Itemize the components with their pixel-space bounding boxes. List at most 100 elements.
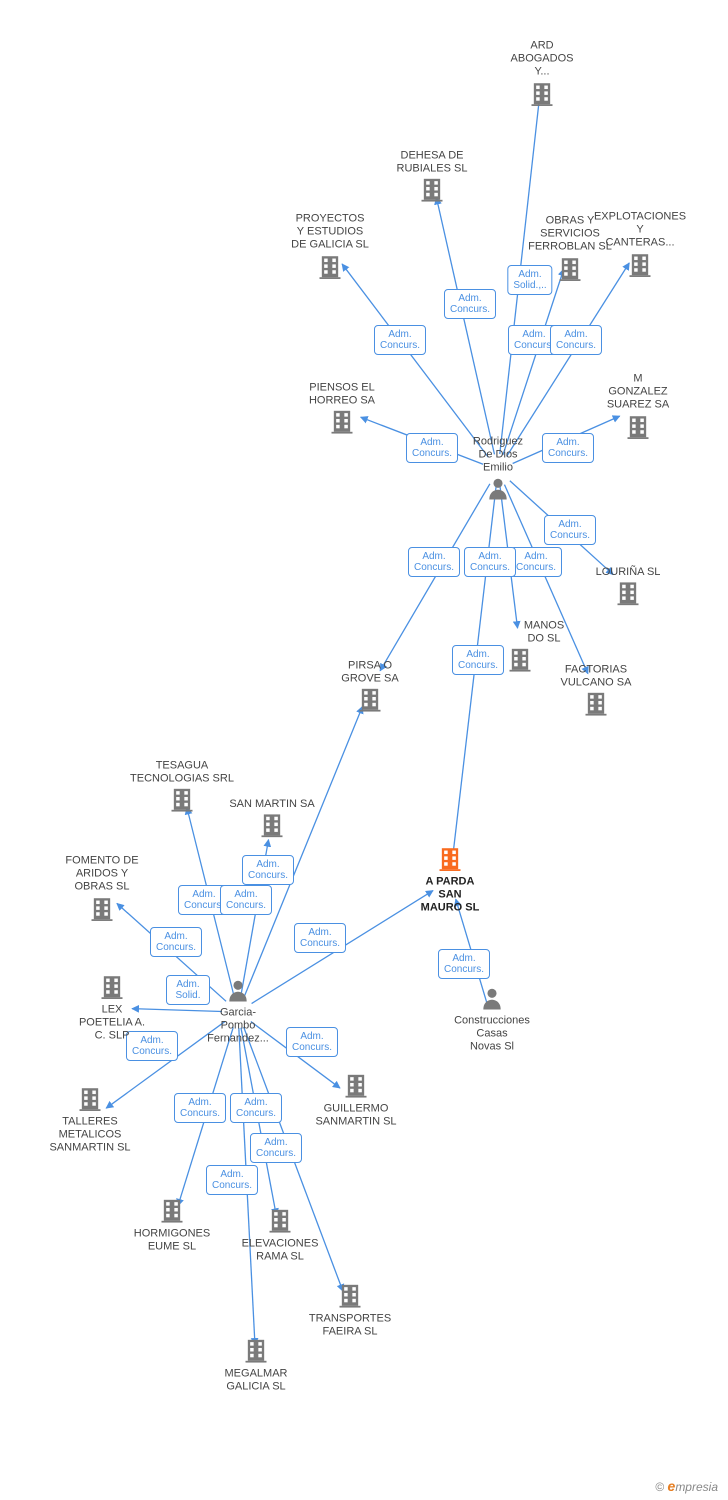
building-icon — [88, 894, 116, 925]
person-icon — [479, 986, 505, 1012]
building-icon — [336, 1281, 364, 1309]
building-icon — [328, 408, 356, 439]
building-icon — [418, 176, 446, 207]
building-icon — [266, 1206, 294, 1237]
node-aparda[interactable]: A PARDA SAN MAURO SL — [395, 845, 505, 916]
node-label: PIRSA O GROVE SA — [315, 659, 425, 685]
edge-label: Adm. Concurs. — [464, 547, 516, 577]
building-icon — [436, 845, 464, 876]
edge-line — [244, 707, 362, 998]
building-icon — [356, 686, 384, 717]
node-label: PROYECTOS Y ESTUDIOS DE GALICIA SL — [275, 213, 385, 253]
node-piensos[interactable]: PIENSOS EL HORREO SA — [287, 381, 397, 438]
node-label: EXPLOTACIONES Y CANTERAS... — [585, 211, 695, 251]
building-icon — [582, 690, 610, 718]
building-icon — [342, 1071, 370, 1102]
building-icon — [556, 254, 584, 285]
building-icon — [258, 811, 286, 839]
node-label: MANOS DO SL — [489, 619, 599, 645]
node-label: FOMENTO DE ARIDOS Y OBRAS SL — [47, 855, 157, 895]
node-garcia[interactable]: Garcia- Pombo Fernandez... — [183, 978, 293, 1047]
node-fomento[interactable]: FOMENTO DE ARIDOS Y OBRAS SL — [47, 855, 157, 926]
building-icon — [436, 845, 464, 873]
building-icon — [328, 408, 356, 436]
edge-label: Adm. Concurs. — [408, 547, 460, 577]
edge-label: Adm. Concurs. — [444, 289, 496, 319]
person-icon — [479, 986, 505, 1015]
edge-label: Adm. Concurs. — [438, 949, 490, 979]
node-dehesa[interactable]: DEHESA DE RUBIALES SL — [377, 149, 487, 206]
copyright: © empresia — [655, 1478, 718, 1494]
edge-label: Adm. Concurs. — [374, 325, 426, 355]
building-icon — [158, 1196, 186, 1224]
node-label: MEGALMAR GALICIA SL — [201, 1367, 311, 1393]
building-icon — [506, 646, 534, 674]
edge-label: Adm. Concurs. — [220, 885, 272, 915]
edge-line — [436, 198, 494, 455]
node-label: ARD ABOGADOS Y... — [487, 40, 597, 80]
node-label: HORMIGONES EUME SL — [117, 1227, 227, 1253]
person-icon — [485, 475, 511, 501]
building-icon — [266, 1206, 294, 1234]
node-lourina[interactable]: LOURIÑA SL — [573, 566, 683, 610]
node-lex[interactable]: LEX POETELIA A. C. SLP — [57, 973, 167, 1044]
building-icon — [556, 254, 584, 282]
node-label: DEHESA DE RUBIALES SL — [377, 149, 487, 175]
edge-label: Adm. Concurs. — [174, 1093, 226, 1123]
node-elevaciones[interactable]: ELEVACIONES RAMA SL — [225, 1206, 335, 1263]
person-icon — [485, 475, 511, 504]
node-mgonzalez[interactable]: M GONZALEZ SUAREZ SA — [583, 373, 693, 444]
person-icon — [225, 978, 251, 1004]
building-icon — [242, 1336, 270, 1367]
node-sanmartin[interactable]: SAN MARTIN SA — [217, 798, 327, 842]
edge-label: Adm. Concurs. — [150, 927, 202, 957]
node-label: FACTORIAS VULCANO SA — [541, 663, 651, 689]
node-rodriguez[interactable]: Rodriguez De Dios Emilio — [443, 436, 553, 505]
edge-label: Adm. Concurs. — [510, 547, 562, 577]
node-ard[interactable]: ARD ABOGADOS Y... — [487, 40, 597, 111]
node-label: Garcia- Pombo Fernandez... — [183, 1007, 293, 1047]
node-construcciones[interactable]: Construcciones Casas Novas Sl — [437, 986, 547, 1055]
node-label: Construcciones Casas Novas Sl — [437, 1015, 547, 1055]
node-talleres[interactable]: TALLERES METALICOS SANMARTIN SL — [35, 1085, 145, 1156]
building-icon — [626, 250, 654, 278]
node-explot[interactable]: EXPLOTACIONES Y CANTERAS... — [585, 211, 695, 282]
node-hormigones[interactable]: HORMIGONES EUME SL — [117, 1196, 227, 1253]
building-icon — [342, 1071, 370, 1099]
node-label: Rodriguez De Dios Emilio — [443, 436, 553, 476]
node-megalmar[interactable]: MEGALMAR GALICIA SL — [201, 1336, 311, 1393]
node-transportes[interactable]: TRANSPORTES FAEIRA SL — [295, 1281, 405, 1338]
building-icon — [242, 1336, 270, 1364]
edge-label: Adm. Concurs. — [250, 1133, 302, 1163]
edge-label: Adm. Concurs. — [206, 1165, 258, 1195]
edge-label: Adm. Concurs. — [550, 325, 602, 355]
node-label: GUILLERMO SANMARTIN SL — [301, 1102, 411, 1128]
node-label: SAN MARTIN SA — [217, 798, 327, 811]
node-proyectos[interactable]: PROYECTOS Y ESTUDIOS DE GALICIA SL — [275, 213, 385, 284]
building-icon — [614, 579, 642, 610]
node-label: M GONZALEZ SUAREZ SA — [583, 373, 693, 413]
building-icon — [336, 1281, 364, 1312]
building-icon — [614, 579, 642, 607]
node-guillermo[interactable]: GUILLERMO SANMARTIN SL — [301, 1071, 411, 1128]
building-icon — [258, 811, 286, 842]
edge-line — [503, 269, 564, 455]
building-icon — [168, 786, 196, 817]
building-icon — [98, 973, 126, 1001]
edge-label: Adm. Concurs. — [286, 1027, 338, 1057]
building-icon — [316, 252, 344, 283]
network-diagram: Adm. Solid.,..Adm. Concurs.Adm. Concurs.… — [0, 0, 728, 1500]
building-icon — [626, 250, 654, 281]
building-icon — [88, 894, 116, 922]
node-pirsa[interactable]: PIRSA O GROVE SA — [315, 659, 425, 716]
building-icon — [356, 686, 384, 714]
node-label: TALLERES METALICOS SANMARTIN SL — [35, 1116, 145, 1156]
edge-label: Adm. Concurs. — [544, 515, 596, 545]
node-label: LEX POETELIA A. C. SLP — [57, 1004, 167, 1044]
node-label: PIENSOS EL HORREO SA — [287, 381, 397, 407]
node-label: TRANSPORTES FAEIRA SL — [295, 1312, 405, 1338]
building-icon — [418, 176, 446, 204]
node-factorias[interactable]: FACTORIAS VULCANO SA — [541, 663, 651, 720]
building-icon — [158, 1196, 186, 1227]
building-icon — [624, 412, 652, 440]
